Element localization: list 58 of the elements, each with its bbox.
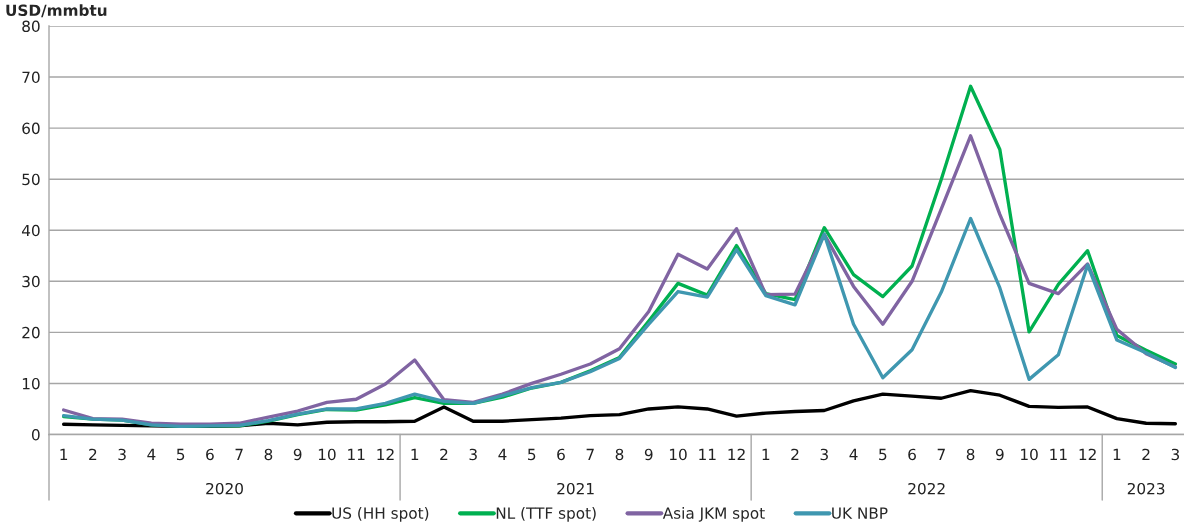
x-tick-label: 2 xyxy=(1142,448,1150,460)
x-tick-label: 9 xyxy=(995,448,1004,461)
x-tick-label: 11 xyxy=(348,448,365,460)
text: 2023 xyxy=(1127,482,1165,495)
y-tick-label: 20 xyxy=(22,326,40,339)
y-axis-title: USD/mmbtu xyxy=(6,4,107,18)
x-tick-label: 9 xyxy=(644,448,653,461)
x-tick-label: 5 xyxy=(528,448,536,461)
y-tick-label: 10 xyxy=(22,377,40,390)
x-tick-label: 7 xyxy=(586,448,594,460)
text: 2021 xyxy=(557,482,594,495)
x-tick-label: 10 xyxy=(1021,448,1038,461)
x-tick-label: 2 xyxy=(440,448,448,460)
x-tick-label: 4 xyxy=(849,448,858,460)
x-tick-label: 11 xyxy=(699,448,716,460)
legend-label: Asia JKM spot xyxy=(662,507,765,522)
x-tick-label: 1 xyxy=(762,448,770,460)
x-tick-label: 1 xyxy=(1113,448,1121,460)
y-tick-label: 40 xyxy=(21,224,40,237)
y-tick-label: 80 xyxy=(22,20,40,33)
y-tick-label: 70 xyxy=(22,71,40,84)
x-tick-label: 3 xyxy=(1171,448,1180,461)
x-tick-label: 8 xyxy=(966,448,975,461)
text: 2022 xyxy=(908,482,945,495)
x-tick-label: 10 xyxy=(318,448,336,461)
x-tick-label: 9 xyxy=(293,448,302,461)
x-tick-label: 12 xyxy=(728,448,745,460)
x-tick-label: 3 xyxy=(469,448,477,461)
legend-label: NL (TTF spot) xyxy=(496,507,596,522)
x-tick-label: 8 xyxy=(615,448,624,461)
y-tick-label: 50 xyxy=(22,173,40,186)
x-tick-label: 4 xyxy=(147,448,156,460)
x-tick-label: 8 xyxy=(264,448,273,461)
x-tick-label: 5 xyxy=(879,448,887,461)
legend-label: UK NBP xyxy=(832,507,888,519)
x-tick-label: 2 xyxy=(791,448,799,460)
x-tick-label: 12 xyxy=(1079,448,1096,460)
x-tick-label: 4 xyxy=(498,448,507,460)
x-tick-label: 11 xyxy=(1050,448,1067,460)
y-tick-label: 60 xyxy=(22,122,40,135)
line-series xyxy=(61,216,1178,428)
legend-label: US (HH spot) xyxy=(332,507,429,522)
x-tick-label: 1 xyxy=(60,448,68,460)
x-tick-label: 1 xyxy=(411,448,419,460)
x-tick-label: 6 xyxy=(557,448,565,461)
text: 2020 xyxy=(206,482,243,495)
x-tick-label: 12 xyxy=(377,448,394,460)
y-tick-label: 30 xyxy=(22,275,40,288)
x-tick-label: 7 xyxy=(937,448,945,460)
x-tick-label: 5 xyxy=(176,448,185,461)
x-tick-label: 6 xyxy=(206,448,214,461)
x-tick-label: 2 xyxy=(89,448,97,460)
x-tick-label: 7 xyxy=(235,448,243,460)
x-tick-label: 3 xyxy=(118,448,126,461)
x-tick-label: 6 xyxy=(908,448,916,461)
x-tick-label: 10 xyxy=(669,448,687,461)
x-tick-label: 3 xyxy=(820,448,828,461)
y-tick-label: 0 xyxy=(31,428,40,441)
